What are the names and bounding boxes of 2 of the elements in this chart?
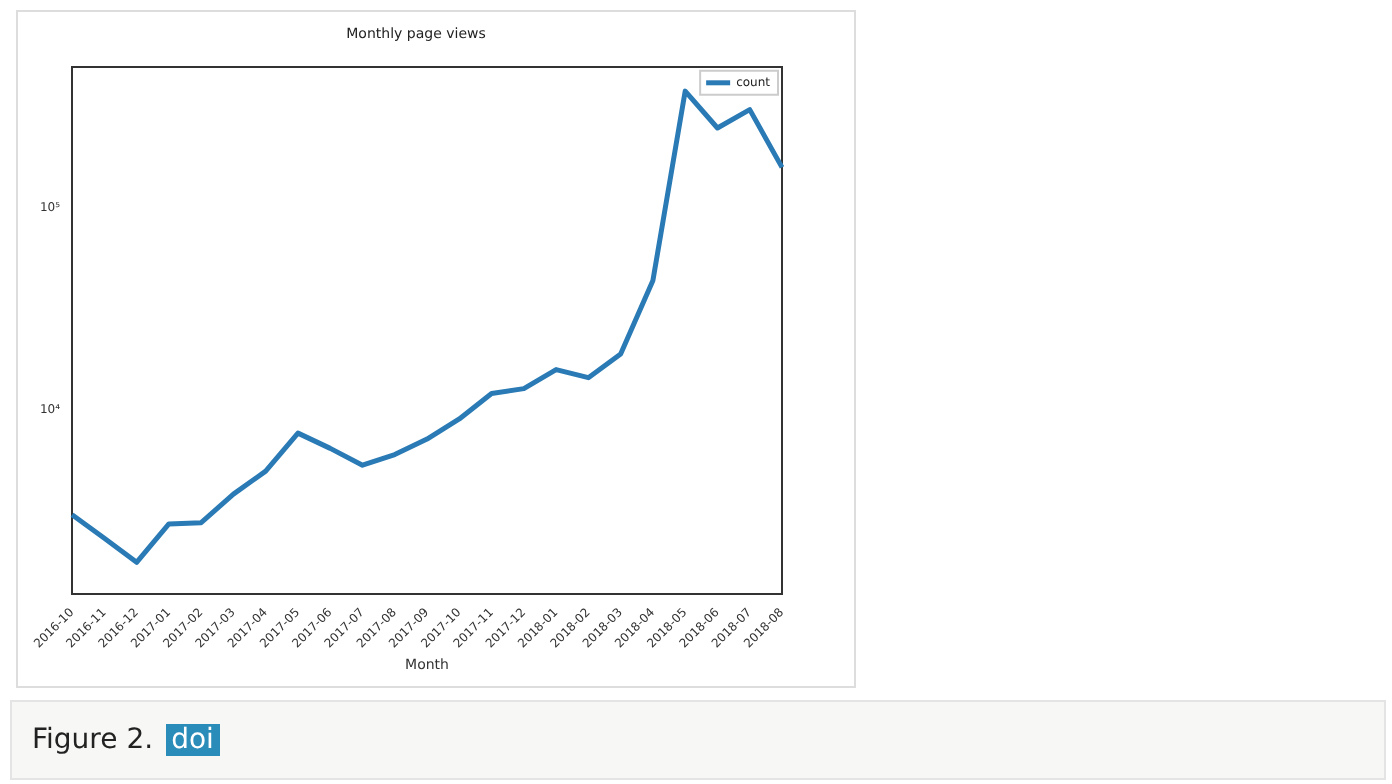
text: doi [165, 724, 220, 756]
caption: Figure 2. [32, 724, 154, 756]
